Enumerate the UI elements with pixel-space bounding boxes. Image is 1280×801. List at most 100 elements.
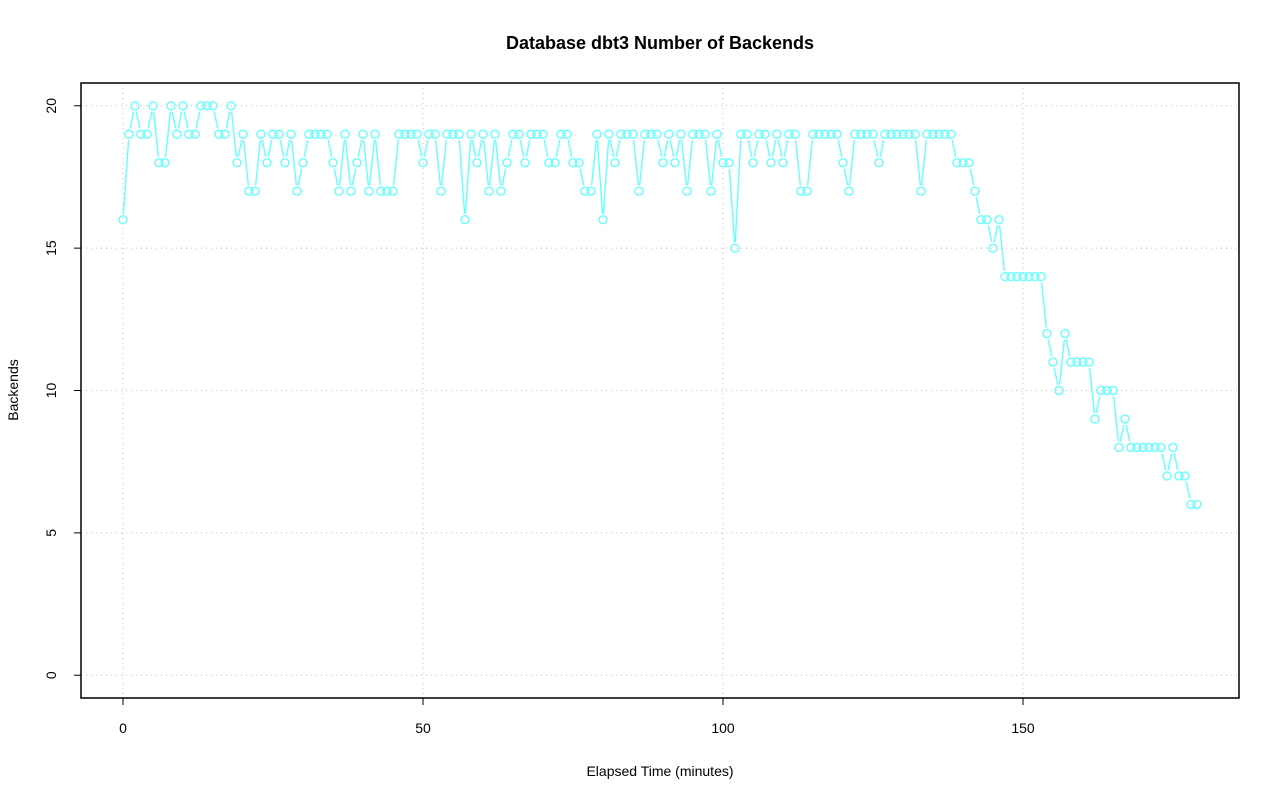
data-point bbox=[502, 158, 512, 168]
data-point bbox=[184, 129, 194, 139]
data-point bbox=[454, 129, 464, 139]
data-point bbox=[310, 129, 320, 139]
grid-lines bbox=[81, 83, 1239, 698]
data-point bbox=[1006, 271, 1016, 282]
data-point bbox=[418, 158, 428, 168]
data-point bbox=[856, 129, 866, 139]
data-point bbox=[178, 101, 188, 111]
series-segment bbox=[177, 111, 183, 129]
series-segment bbox=[327, 139, 333, 157]
data-point bbox=[460, 214, 470, 225]
data-point bbox=[1138, 442, 1148, 453]
series-segment bbox=[1125, 424, 1131, 442]
data-point bbox=[862, 129, 872, 139]
series-segment bbox=[632, 140, 640, 186]
chart-title: Database dbt3 Number of Backends bbox=[506, 33, 814, 53]
data-point bbox=[190, 129, 200, 139]
data-point bbox=[1042, 328, 1052, 339]
data-point bbox=[988, 243, 998, 253]
data-point bbox=[520, 158, 530, 168]
data-point bbox=[292, 186, 302, 196]
series-segment bbox=[351, 168, 357, 186]
data-point bbox=[388, 186, 398, 196]
series-segment bbox=[423, 139, 429, 157]
series-segment bbox=[728, 168, 736, 243]
series-segment bbox=[1167, 453, 1173, 471]
series-segment bbox=[458, 140, 466, 214]
series-segment bbox=[873, 139, 879, 157]
data-point bbox=[1000, 271, 1010, 282]
data-point bbox=[1012, 271, 1022, 282]
series-segment bbox=[290, 140, 298, 186]
data-point bbox=[508, 129, 518, 139]
data-point bbox=[532, 129, 542, 139]
series-segment bbox=[753, 139, 759, 157]
data-point bbox=[316, 129, 326, 139]
data-point bbox=[880, 129, 890, 139]
x-tick-label-50: 50 bbox=[415, 720, 431, 736]
data-point bbox=[796, 186, 806, 196]
data-point bbox=[580, 186, 590, 196]
y-axis-label: Backends bbox=[5, 359, 21, 420]
data-point bbox=[478, 129, 488, 139]
data-point bbox=[790, 129, 800, 139]
data-point bbox=[1090, 414, 1100, 424]
data-point bbox=[340, 129, 350, 139]
series-segment bbox=[333, 168, 339, 186]
series-segment bbox=[615, 139, 621, 157]
data-point bbox=[154, 158, 164, 168]
series-segment bbox=[669, 139, 675, 157]
series-segment bbox=[879, 139, 885, 157]
data-point bbox=[334, 186, 344, 196]
series-segment bbox=[1119, 424, 1125, 442]
series-segment bbox=[279, 139, 285, 157]
data-point bbox=[1018, 271, 1028, 282]
series-segment bbox=[122, 140, 130, 214]
data-point bbox=[166, 101, 176, 111]
series-segment bbox=[1173, 453, 1179, 471]
data-point bbox=[466, 129, 476, 139]
data-point bbox=[400, 129, 410, 139]
data-point bbox=[610, 158, 620, 168]
series-segment bbox=[344, 140, 352, 186]
data-point bbox=[118, 214, 128, 225]
series-segment bbox=[783, 139, 789, 157]
data-point bbox=[598, 214, 608, 225]
data-point bbox=[1036, 271, 1046, 282]
data-point bbox=[994, 214, 1004, 225]
data-point bbox=[688, 129, 698, 139]
data-point bbox=[958, 158, 968, 168]
data-point bbox=[202, 101, 212, 111]
series-segment bbox=[590, 140, 598, 186]
data-point bbox=[1108, 385, 1118, 396]
series-segment bbox=[440, 140, 448, 186]
series-segment bbox=[657, 139, 663, 157]
data-point bbox=[982, 214, 992, 225]
data-point bbox=[1102, 385, 1112, 396]
series-segment bbox=[357, 139, 363, 157]
data-point bbox=[448, 129, 458, 139]
series-segment bbox=[1161, 453, 1167, 471]
data-point bbox=[472, 158, 482, 168]
data-point bbox=[838, 158, 848, 168]
series-segment bbox=[993, 225, 999, 243]
data-point bbox=[430, 129, 440, 139]
data-point bbox=[484, 186, 494, 196]
data-point bbox=[646, 129, 656, 139]
data-point bbox=[634, 186, 644, 196]
series-segment bbox=[374, 140, 382, 186]
data-point bbox=[940, 129, 950, 139]
series-segment bbox=[747, 139, 753, 157]
series-segment bbox=[969, 168, 975, 186]
data-point bbox=[616, 129, 626, 139]
data-point bbox=[160, 158, 170, 168]
data-point bbox=[574, 158, 584, 168]
series-segment bbox=[914, 140, 922, 186]
data-point bbox=[148, 101, 158, 111]
data-point bbox=[760, 129, 770, 139]
series-segment bbox=[806, 140, 814, 186]
data-point bbox=[256, 129, 266, 139]
data-point bbox=[724, 158, 734, 168]
x-tick-label-0: 0 bbox=[119, 720, 127, 736]
series-segment bbox=[338, 140, 346, 186]
